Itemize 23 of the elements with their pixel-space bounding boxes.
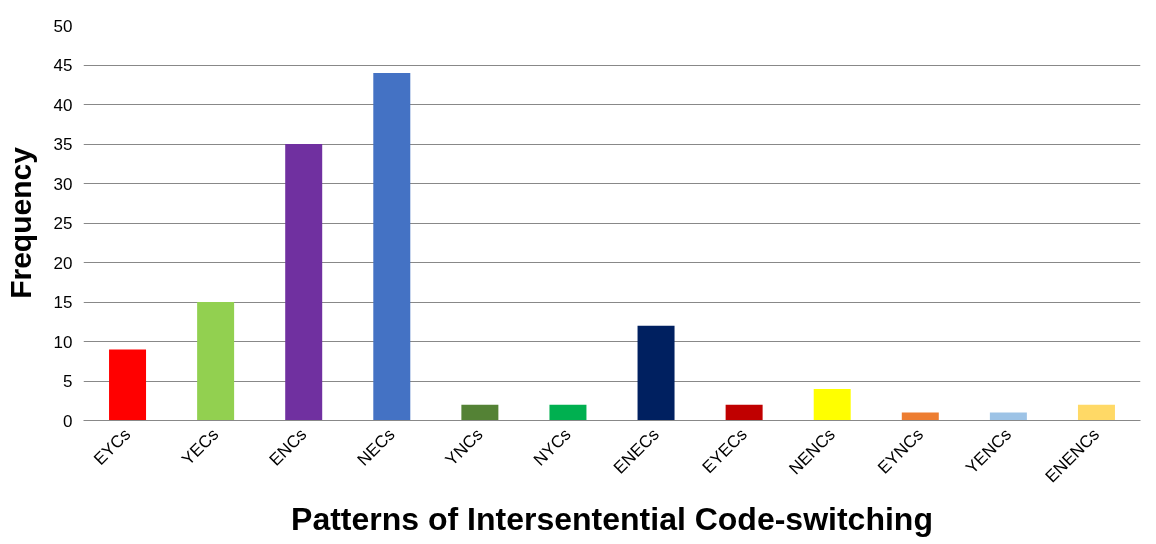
y-tick-label: 15 bbox=[53, 293, 73, 312]
bar bbox=[725, 404, 763, 421]
y-tick-label: 40 bbox=[53, 95, 73, 115]
y-tick-label: 30 bbox=[53, 174, 73, 194]
bar bbox=[109, 349, 147, 421]
bar bbox=[1077, 404, 1115, 421]
y-tick-label: 5 bbox=[63, 372, 73, 391]
y-tick-label: 45 bbox=[53, 56, 73, 75]
bar bbox=[197, 302, 235, 421]
bar bbox=[637, 325, 675, 421]
y-tick-label: 10 bbox=[53, 332, 73, 352]
y-tick-label: 20 bbox=[53, 253, 73, 273]
x-axis-title: Patterns of Intersentential Code-switching bbox=[291, 501, 933, 538]
bar bbox=[285, 144, 323, 421]
bar bbox=[461, 404, 499, 421]
bar bbox=[549, 404, 587, 421]
y-tick-label: 35 bbox=[53, 135, 73, 154]
y-tick-label: 25 bbox=[53, 214, 73, 233]
y-tick-label: 0 bbox=[63, 411, 73, 431]
bar bbox=[373, 72, 411, 421]
bar bbox=[813, 388, 851, 421]
y-axis-title: Frequency bbox=[3, 146, 37, 299]
y-tick-label: 50 bbox=[53, 16, 73, 36]
